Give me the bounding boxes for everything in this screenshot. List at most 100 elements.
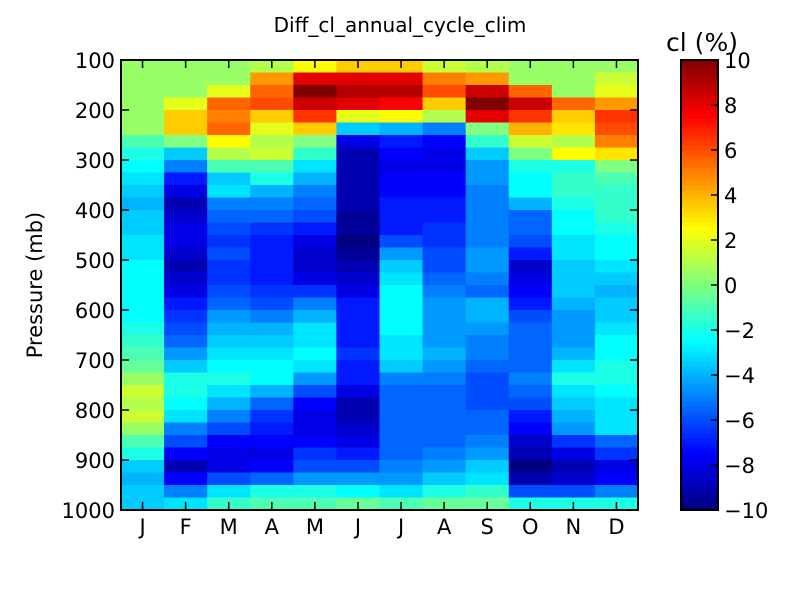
colorbar-tick-label: 6	[724, 139, 737, 163]
heatmap-cell	[422, 385, 467, 399]
heatmap-cell	[336, 472, 381, 486]
heatmap-cell	[207, 160, 251, 174]
heatmap-cell	[508, 422, 553, 436]
heatmap-cell	[551, 135, 596, 149]
heatmap-cell	[551, 285, 596, 299]
colorbar-segment	[681, 361, 718, 367]
heatmap-cell	[250, 172, 294, 186]
colorbar-tick-label: −2	[724, 319, 755, 343]
heatmap-cell	[594, 110, 639, 124]
heatmap-cell	[465, 472, 510, 486]
heatmap-cell	[594, 147, 639, 161]
heatmap-cell	[508, 135, 553, 149]
colorbar-segment	[681, 267, 718, 273]
heatmap-cell	[379, 397, 424, 411]
heatmap-cell	[336, 447, 381, 461]
colorbar-segment	[681, 87, 718, 93]
heatmap-cell	[508, 372, 553, 386]
heatmap-cell	[207, 85, 251, 99]
heatmap-cell	[207, 272, 251, 286]
heatmap-cell	[164, 472, 208, 486]
heatmap-cell	[250, 285, 294, 299]
colorbar-segment	[681, 181, 718, 187]
heatmap-cell	[336, 485, 381, 499]
heatmap-cell	[250, 485, 294, 499]
heatmap-cell	[293, 185, 338, 199]
y-tick-label: 800	[75, 399, 115, 423]
colorbar-segment	[681, 442, 718, 448]
heatmap-cell	[207, 310, 251, 324]
heatmap-cell	[250, 422, 294, 436]
colorbar-segment	[681, 258, 718, 264]
heatmap-cell	[250, 322, 294, 336]
heatmap-cell	[422, 310, 467, 324]
heatmap-cell	[508, 447, 553, 461]
heatmap-cell	[551, 322, 596, 336]
heatmap-cell	[250, 260, 294, 274]
heatmap-cell	[293, 335, 338, 349]
heatmap-cell	[207, 322, 251, 336]
colorbar-segment	[681, 136, 718, 142]
heatmap-cell	[164, 247, 208, 261]
heatmap-cell	[465, 97, 510, 111]
heatmap-cell	[121, 285, 165, 299]
heatmap-cell	[422, 147, 467, 161]
colorbar-segment	[681, 411, 718, 417]
heatmap-cell	[465, 285, 510, 299]
colorbar-tick-label: 2	[724, 229, 737, 253]
colorbar-segment	[681, 469, 718, 475]
heatmap-cell	[551, 222, 596, 236]
heatmap-cell	[121, 447, 165, 461]
heatmap-cell	[207, 422, 251, 436]
heatmap-cell	[551, 122, 596, 136]
heatmap-cell	[121, 97, 165, 111]
heatmap-cell	[551, 472, 596, 486]
heatmap-cell	[465, 447, 510, 461]
heatmap-cell	[121, 310, 165, 324]
heatmap-cell	[207, 235, 251, 249]
heatmap-cell	[422, 372, 467, 386]
heatmap-cell	[379, 435, 424, 449]
heatmap-cell	[551, 247, 596, 261]
heatmap-cell	[293, 385, 338, 399]
heatmap-cell	[551, 372, 596, 386]
heatmap-cell	[121, 135, 165, 149]
heatmap-cell	[551, 272, 596, 286]
heatmap-cell	[250, 360, 294, 374]
heatmap-cell	[594, 460, 639, 474]
heatmap-cell	[293, 147, 338, 161]
colorbar-segment	[681, 235, 718, 241]
colorbar-segment	[681, 483, 718, 489]
heatmap-cell	[293, 347, 338, 361]
heatmap-cell	[551, 310, 596, 324]
colorbar-segment	[681, 312, 718, 318]
colorbar-segment	[681, 217, 718, 223]
colorbar-segment	[681, 213, 718, 219]
heatmap-cell	[594, 310, 639, 324]
heatmap-cell	[121, 172, 165, 186]
heatmap-cell	[336, 135, 381, 149]
heatmap-cell	[293, 472, 338, 486]
heatmap-cell	[336, 85, 381, 99]
heatmap-cell	[594, 372, 639, 386]
colorbar-segment	[681, 420, 718, 426]
heatmap-cell	[465, 185, 510, 199]
heatmap-cell	[250, 460, 294, 474]
colorbar-segment	[681, 69, 718, 75]
heatmap-cell	[336, 435, 381, 449]
heatmap-cell	[121, 422, 165, 436]
heatmap-cell	[121, 222, 165, 236]
heatmap-cell	[594, 410, 639, 424]
heatmap-cell	[465, 410, 510, 424]
heatmap-cell	[293, 85, 338, 99]
heatmap-cell	[207, 197, 251, 211]
heatmap-cell	[379, 110, 424, 124]
colorbar-segment	[681, 168, 718, 174]
heatmap-cell	[594, 185, 639, 199]
colorbar-segment	[681, 339, 718, 345]
heatmap-cell	[250, 310, 294, 324]
heatmap-cell	[465, 222, 510, 236]
heatmap-cell	[594, 260, 639, 274]
heatmap-cell	[293, 247, 338, 261]
heatmap-cell	[594, 397, 639, 411]
